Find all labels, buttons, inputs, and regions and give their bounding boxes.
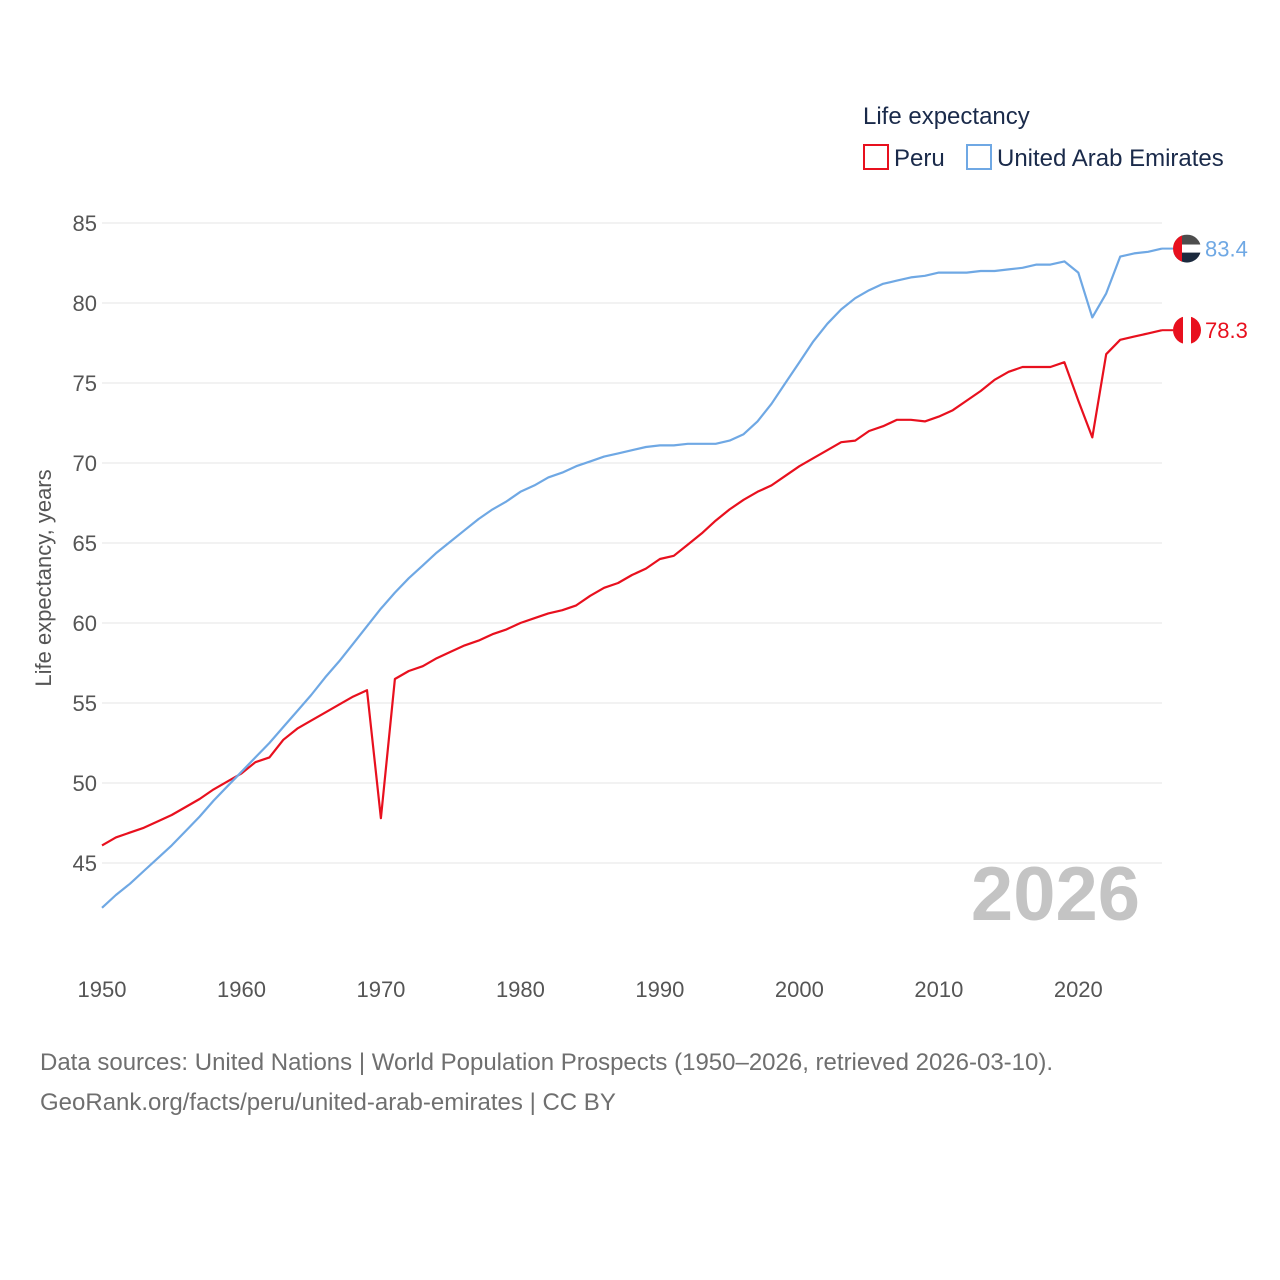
legend-swatch-peru — [863, 144, 889, 170]
series-lines — [101, 247, 1163, 909]
end-marker-peru: 78.3 — [1162, 316, 1248, 345]
y-tick-label: 70 — [73, 451, 97, 476]
end-marker-uae: 83.4 — [1162, 234, 1248, 263]
y-axis-ticks: 45 50 55 60 65 70 75 80 85 — [73, 211, 97, 876]
y-tick-label: 80 — [73, 291, 97, 316]
attribution-link[interactable]: GeoRank.org/facts/peru/united-arab-emira… — [40, 1089, 616, 1116]
legend: Life expectancy Peru United Arab Emirate… — [863, 103, 1224, 172]
footer: Data sources: United Nations | World Pop… — [40, 1043, 1053, 1123]
x-tick-label: 2020 — [1054, 977, 1103, 1002]
uae-flag-icon — [1173, 234, 1201, 263]
x-axis-ticks: 1950 1960 1970 1980 1990 2000 2010 2020 — [78, 977, 1103, 1002]
gridlines — [102, 222, 1162, 864]
end-value-peru: 78.3 — [1205, 318, 1248, 343]
x-tick-label: 1990 — [635, 977, 684, 1002]
y-tick-label: 75 — [73, 371, 97, 396]
peru-flag-icon — [1173, 316, 1201, 345]
legend-title: Life expectancy — [863, 103, 1030, 130]
y-tick-label: 65 — [73, 531, 97, 556]
legend-label-uae: United Arab Emirates — [997, 145, 1224, 172]
legend-item-peru[interactable]: Peru — [863, 144, 945, 172]
legend-item-uae[interactable]: United Arab Emirates — [966, 144, 1224, 172]
y-tick-label: 85 — [73, 211, 97, 236]
x-tick-label: 1960 — [217, 977, 266, 1002]
x-tick-label: 1970 — [356, 977, 405, 1002]
end-value-uae: 83.4 — [1205, 237, 1248, 262]
series-line-peru — [101, 329, 1163, 847]
y-tick-label: 45 — [73, 851, 97, 876]
y-tick-label: 60 — [73, 611, 97, 636]
x-tick-label: 2010 — [914, 977, 963, 1002]
x-tick-label: 1980 — [496, 977, 545, 1002]
y-tick-label: 55 — [73, 691, 97, 716]
series-line-uae — [101, 247, 1163, 909]
data-source-text: Data sources: United Nations | World Pop… — [40, 1049, 1054, 1076]
y-tick-label: 50 — [73, 771, 97, 796]
x-tick-label: 2000 — [775, 977, 824, 1002]
line-chart: Life expectancy Peru United Arab Emirate… — [31, 103, 1248, 1002]
y-axis-title: Life expectancy, years — [31, 469, 56, 686]
legend-label-peru: Peru — [894, 145, 945, 172]
year-watermark: 2026 — [971, 852, 1140, 937]
x-tick-label: 1950 — [78, 977, 127, 1002]
legend-swatch-uae — [966, 144, 992, 170]
